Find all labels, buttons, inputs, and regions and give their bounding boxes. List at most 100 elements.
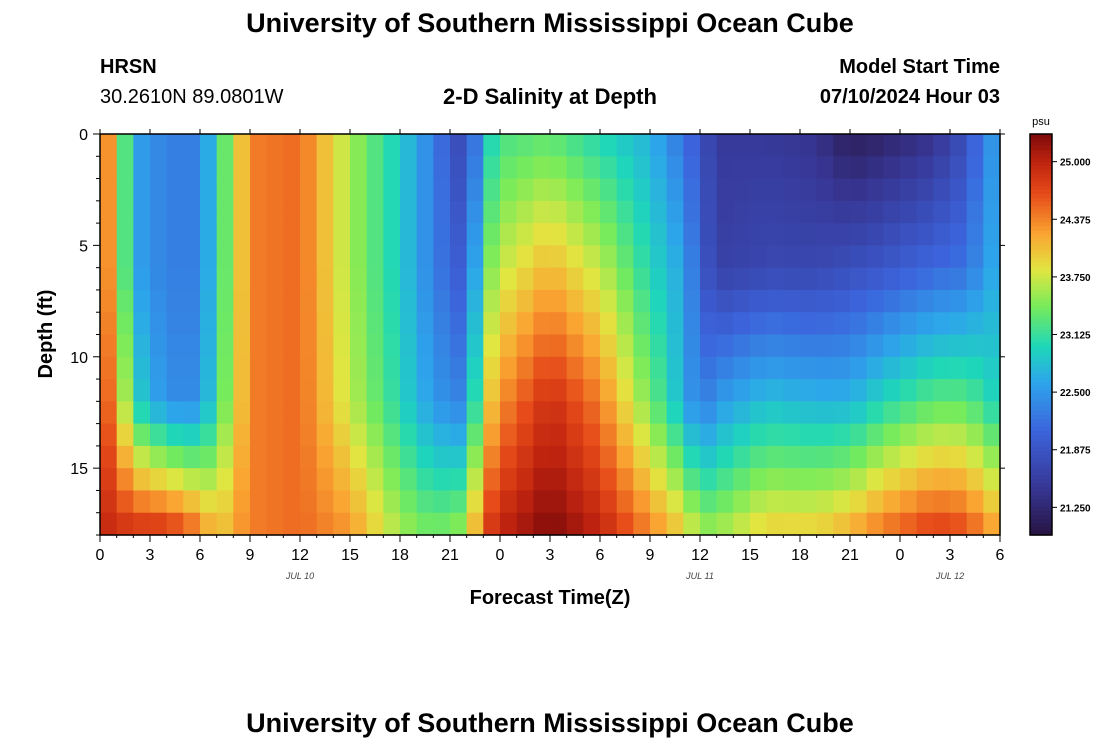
heatmap-cell <box>200 200 218 224</box>
heatmap-cell <box>383 245 401 269</box>
heatmap-cell <box>566 490 584 514</box>
heatmap-cell <box>333 334 351 358</box>
heatmap-cell <box>283 245 301 269</box>
heatmap-cell <box>683 401 701 425</box>
heatmap-cell <box>616 445 634 469</box>
heatmap-cell <box>450 445 468 469</box>
heatmap-cell <box>750 334 768 358</box>
heatmap-cell <box>866 223 884 246</box>
colorbar-segment <box>1030 490 1052 496</box>
heatmap-cell <box>300 312 318 336</box>
heatmap-cell <box>916 379 934 402</box>
heatmap-cell <box>683 423 701 447</box>
heatmap-cell <box>433 312 451 336</box>
heatmap-cell <box>933 178 951 202</box>
heatmap-cell <box>850 379 868 402</box>
heatmap-cell <box>816 423 834 447</box>
heatmap-cell <box>200 512 218 536</box>
colorbar-segment <box>1030 334 1052 340</box>
heatmap-cell <box>166 490 184 514</box>
heatmap-cell <box>700 379 718 402</box>
heatmap-cell <box>433 356 451 380</box>
heatmap-cell <box>466 356 484 380</box>
heatmap-cell <box>100 468 118 492</box>
heatmap-cells <box>100 134 1001 536</box>
x-tick-label: 6 <box>196 547 205 564</box>
heatmap-cell <box>566 379 584 402</box>
heatmap-cell <box>250 423 268 447</box>
heatmap-cell <box>883 134 901 157</box>
colorbar-segment <box>1030 206 1052 211</box>
heatmap-cell <box>283 490 301 514</box>
colorbar-segment <box>1030 434 1052 440</box>
heatmap-cell <box>816 289 834 313</box>
heatmap-cell <box>783 289 801 313</box>
heatmap-cell <box>633 267 651 291</box>
heatmap-cell <box>550 289 568 313</box>
heatmap-cell <box>366 379 384 402</box>
heatmap-cell <box>566 200 584 224</box>
heatmap-cell <box>766 200 784 224</box>
heatmap-cell <box>466 512 484 536</box>
x-tick-label: 9 <box>646 547 655 564</box>
heatmap-cell <box>250 334 268 358</box>
heatmap-cell <box>866 200 884 224</box>
heatmap-cell <box>950 289 968 313</box>
heatmap-cell <box>950 200 968 224</box>
heatmap-cell <box>400 267 418 291</box>
heatmap-cell <box>383 312 401 336</box>
heatmap-cell <box>366 401 384 425</box>
heatmap-cell <box>833 512 851 536</box>
heatmap-cell <box>466 490 484 514</box>
colorbar-segment <box>1030 222 1052 227</box>
heatmap-cell <box>433 267 451 291</box>
heatmap-cell <box>700 312 718 336</box>
heatmap-cell <box>583 245 601 269</box>
y-tick-label: 15 <box>70 461 88 478</box>
colorbar-segment <box>1030 178 1052 183</box>
heatmap-cell <box>950 401 968 425</box>
heatmap-cell <box>650 512 668 536</box>
station-name: HRSN <box>100 56 157 78</box>
heatmap-cell <box>833 289 851 313</box>
heatmap-cell <box>683 289 701 313</box>
colorbar-segment <box>1030 238 1052 243</box>
heatmap-cell <box>566 245 584 269</box>
heatmap-cell <box>483 267 501 291</box>
heatmap-cell <box>150 512 168 536</box>
heatmap-cell <box>333 356 351 380</box>
heatmap-cell <box>766 379 784 402</box>
heatmap-cell <box>383 468 401 492</box>
heatmap-cell <box>133 178 151 202</box>
heatmap-cell <box>483 334 501 358</box>
heatmap-cell <box>966 200 984 224</box>
heatmap-cell <box>866 289 884 313</box>
heatmap-cell <box>766 245 784 269</box>
heatmap-cell <box>533 200 551 224</box>
heatmap-cell <box>450 401 468 425</box>
heatmap-cell <box>550 267 568 291</box>
colorbar-tick-label: 23.750 <box>1060 273 1091 284</box>
heatmap-cell <box>350 379 368 402</box>
heatmap-cell <box>350 134 368 157</box>
heatmap-cell <box>783 267 801 291</box>
heatmap-cell <box>600 356 618 380</box>
heatmap-cell <box>783 423 801 447</box>
heatmap-cell <box>116 490 134 514</box>
heatmap-cell <box>550 134 568 157</box>
heatmap-cell <box>366 334 384 358</box>
heatmap-cell <box>600 134 618 157</box>
heatmap-cell <box>183 223 201 246</box>
heatmap-cell <box>550 245 568 269</box>
heatmap-cell <box>250 178 268 202</box>
heatmap-cell <box>450 490 468 514</box>
heatmap-cell <box>200 356 218 380</box>
heatmap-cell <box>983 312 1001 336</box>
heatmap-cell <box>466 423 484 447</box>
heatmap-cell <box>883 156 901 180</box>
heatmap-cell <box>883 490 901 514</box>
heatmap-cell <box>483 490 501 514</box>
heatmap-cell <box>600 267 618 291</box>
heatmap-cell <box>650 223 668 246</box>
heatmap-cell <box>666 512 684 536</box>
